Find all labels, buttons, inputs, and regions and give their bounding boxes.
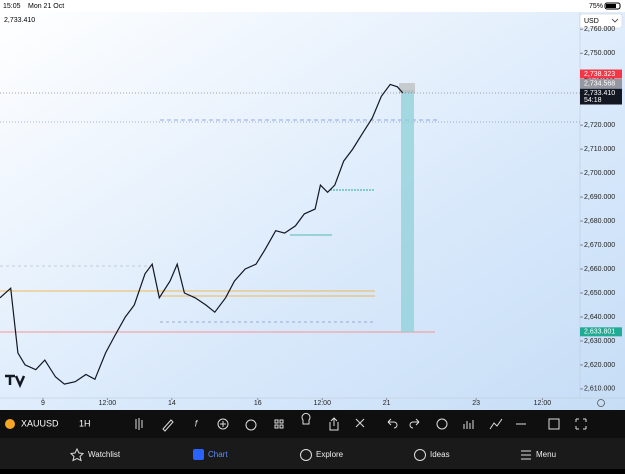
price-tag-label: 2,734.568 [584,80,615,87]
price-tag [580,88,622,105]
fullscreen-icon[interactable] [575,418,587,430]
symbol[interactable]: XAUUSD [21,418,59,428]
alert-icon[interactable] [245,419,257,431]
x-tick-label: 12:00 [99,400,117,407]
redo-icon[interactable] [409,418,420,429]
bottom-nav [0,438,625,469]
info-icon[interactable] [436,418,448,430]
y-tick-label: 2,630.000 [584,338,615,345]
add-icon[interactable] [217,418,229,430]
indicator-icon[interactable] [135,418,143,430]
symbol-price: 2,733.410 [4,17,35,24]
dropdown-arrow [611,18,619,23]
y-tick-label: 2,720.000 [584,122,615,129]
ideas-icon[interactable] [301,412,311,425]
price-tag-label: 2,733.410 [584,90,615,97]
explore-icon[interactable] [300,449,312,461]
fx-icon[interactable]: f [195,418,199,428]
price-tag-label: 2,633.801 [584,329,615,336]
chart-area [0,12,625,410]
menu-icon[interactable] [521,450,531,460]
x-tick-label: 16 [254,400,262,407]
price-tag [580,79,622,89]
compare-icon[interactable] [355,418,365,428]
battery-level [606,4,616,8]
battery-icon [604,2,621,10]
status-date: Mon 21 Oct [28,3,64,10]
tv-logo [5,374,26,389]
y-tick-label: 2,670.000 [584,242,615,249]
y-tick-label: 2,690.000 [584,194,615,201]
share-icon[interactable] [329,417,339,431]
status-time: 15:05 [3,3,21,10]
watchlist-icon[interactable] [69,447,85,462]
x-tick-label: 21 [383,400,391,407]
nav-item[interactable]: Explore [316,450,344,459]
nav-item[interactable]: Chart [208,450,228,459]
draw-icon[interactable] [162,419,174,432]
layout-icon[interactable] [274,419,284,429]
chart-type-icon[interactable] [463,420,474,429]
x-tick-label: 12:00 [534,400,552,407]
y-tick-label: 2,610.000 [584,386,615,393]
symbol-icon [5,419,15,429]
nav-item[interactable]: Ideas [430,450,450,459]
x-tick-label: 9 [41,400,45,407]
y-tick-label: 2,620.000 [584,362,615,369]
compare-line-icon[interactable] [489,418,503,430]
currency-select[interactable] [579,13,623,29]
object-icon[interactable] [548,418,560,430]
price-tag [580,327,622,337]
countdown: 54:18 [584,97,602,104]
x-tick-label: 14 [168,400,176,407]
toolbar [0,410,625,438]
position-box [401,90,414,332]
price-tag-label: 2,738.323 [584,71,615,78]
x-tick-label: 23 [472,400,480,407]
price-tag [580,69,622,79]
tool-icons: f [135,412,587,432]
y-tick-label: 2,760.000 [584,26,615,33]
price-line [0,83,404,385]
battery-text: 75% [589,3,603,10]
undo-icon[interactable] [387,418,398,429]
price-chart [0,83,580,385]
chart-nav-icon[interactable] [193,449,204,460]
interval[interactable]: 1H [79,418,91,428]
y-tick-label: 2,640.000 [584,314,615,321]
y-tick-label: 2,750.000 [584,50,615,57]
y-tick-label: 2,680.000 [584,218,615,225]
nav-item[interactable]: Menu [536,450,556,459]
ideas-nav-icon[interactable] [414,449,426,461]
y-tick-label: 2,660.000 [584,266,615,273]
status-bar [0,0,625,12]
nav-item[interactable]: Watchlist [88,450,121,459]
y-tick-label: 2,650.000 [584,290,615,297]
currency-label[interactable]: USD [584,18,599,25]
position-box-top [399,83,415,93]
x-tick-label: 12:00 [313,400,331,407]
settings-icon[interactable] [597,399,605,407]
y-tick-label: 2,710.000 [584,146,615,153]
y-tick-label: 2,700.000 [584,170,615,177]
